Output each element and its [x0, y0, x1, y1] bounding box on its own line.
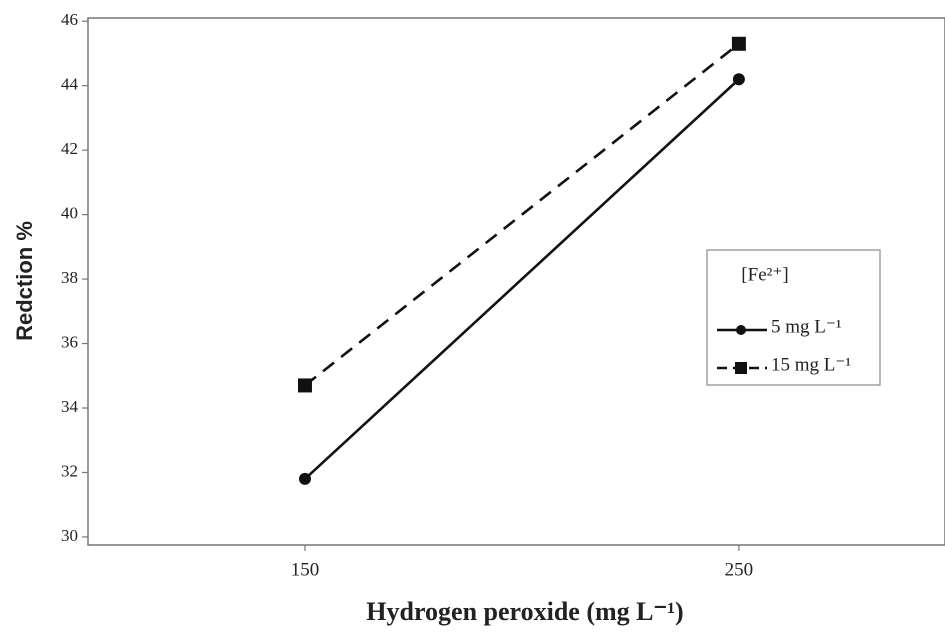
- legend-label: 15 mg L⁻¹: [771, 354, 851, 375]
- legend-label: 5 mg L⁻¹: [771, 316, 842, 337]
- x-axis-label: Hydrogen peroxide (mg L⁻¹): [366, 597, 683, 626]
- x-tick-label: 250: [725, 559, 754, 580]
- marker: [731, 36, 746, 51]
- y-tick-label: 40: [61, 204, 78, 223]
- legend-marker: [736, 325, 746, 335]
- x-tick-label: 150: [291, 559, 320, 580]
- series-line: [304, 78, 740, 480]
- plot-frame: [87, 17, 945, 546]
- y-tick-label: 46: [61, 10, 78, 29]
- y-tick-label: 36: [61, 332, 78, 351]
- y-tick-label: 38: [61, 268, 78, 287]
- legend-marker: [735, 362, 747, 374]
- series-line: [304, 42, 740, 387]
- marker: [732, 73, 745, 86]
- y-tick-label: 44: [61, 75, 79, 94]
- y-tick-label: 42: [61, 139, 78, 158]
- y-axis-label: Redction %: [12, 221, 37, 341]
- marker: [297, 378, 312, 393]
- y-tick-label: 32: [61, 461, 78, 480]
- y-tick-label: 30: [61, 526, 78, 545]
- marker: [298, 472, 311, 485]
- legend-title: [Fe²⁺]: [741, 264, 788, 285]
- y-tick-label: 34: [61, 397, 79, 416]
